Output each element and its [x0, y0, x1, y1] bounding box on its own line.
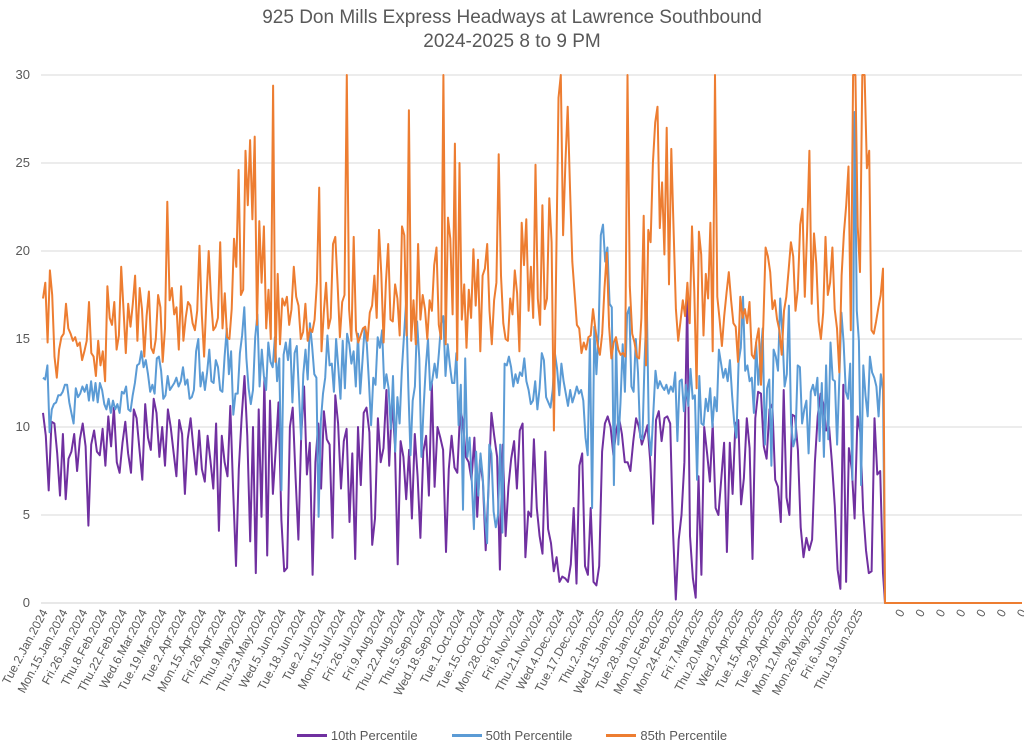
y-tick-label: 5: [23, 507, 30, 522]
chart-subtitle: 2024-2025 8 to 9 PM: [423, 31, 601, 52]
legend-label-50th: 50th Percentile: [485, 728, 573, 743]
legend: 10th Percentile 50th Percentile 85th Per…: [0, 728, 1024, 743]
series-lines: [42, 74, 1022, 604]
legend-item-85th: 85th Percentile: [606, 728, 727, 743]
gridlines: [41, 74, 1022, 604]
y-tick-label: 30: [16, 67, 30, 82]
y-tick-label: 10: [16, 419, 30, 434]
x-tick-label: 0: [892, 607, 908, 620]
series-line-10th-percentile: [42, 295, 1022, 604]
chart-title-block: 925 Don Mills Express Headways at Lawren…: [0, 6, 1024, 54]
y-axis-ticks: 0 5 10 15 20 25 30: [16, 67, 30, 610]
x-tick-label: 0: [1014, 607, 1024, 620]
legend-swatch-85th: [606, 734, 637, 737]
series-line-85th-percentile: [42, 74, 1022, 604]
y-tick-label: 20: [16, 243, 30, 258]
legend-item-10th: 10th Percentile: [296, 728, 418, 743]
legend-swatch-50th: [451, 734, 482, 737]
x-tick-label: 0: [933, 607, 949, 620]
y-tick-label: 15: [16, 331, 30, 346]
x-tick-label: 0: [973, 607, 989, 620]
y-tick-label: 25: [16, 155, 30, 170]
y-tick-label: 0: [23, 595, 30, 610]
x-tick-label: 0: [912, 607, 928, 620]
series-line-50th-percentile: [42, 111, 1022, 604]
chart-title: 925 Don Mills Express Headways at Lawren…: [262, 7, 762, 28]
x-tick-label: 0: [994, 607, 1010, 620]
x-axis-ticks: Tue.2.Jan.2024Mon.15.Jan.2024Fri.26.Jan.…: [0, 607, 1024, 698]
legend-label-85th: 85th Percentile: [640, 728, 728, 743]
legend-item-50th: 50th Percentile: [451, 728, 573, 743]
legend-swatch-10th: [296, 734, 327, 737]
x-tick-label: 0: [953, 607, 969, 620]
legend-label-10th: 10th Percentile: [330, 728, 418, 743]
